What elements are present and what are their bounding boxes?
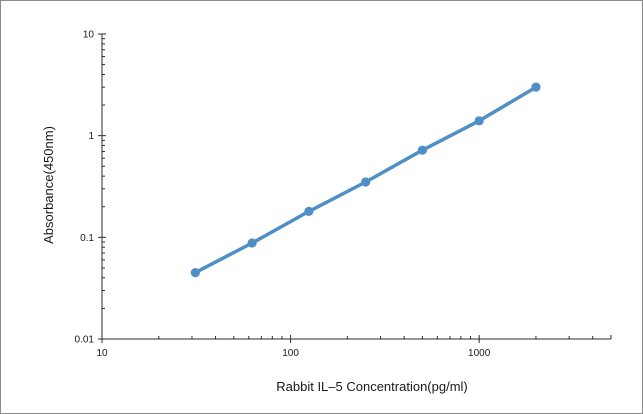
axes: 0.01 0.1 1 10 10 100 1000 <box>75 30 612 359</box>
x-axis-title: Rabbit IL–5 Concentration(pg/ml) <box>276 379 468 394</box>
y-axis-title: Absorbance(450nm) <box>41 126 56 244</box>
data-point <box>190 267 200 278</box>
series-layer <box>190 82 541 278</box>
data-point <box>361 177 371 187</box>
data-point <box>417 145 428 155</box>
y-tick-label: 1 <box>88 131 94 142</box>
y-tick-label: 0.01 <box>75 335 95 346</box>
data-point <box>304 206 314 216</box>
data-point <box>247 238 257 248</box>
x-tick-label: 10 <box>96 348 108 359</box>
x-tick-label: 1000 <box>468 348 491 359</box>
data-point <box>531 82 541 92</box>
y-tick-label: 10 <box>83 30 95 41</box>
data-point <box>474 116 484 126</box>
x-tick-label: 100 <box>282 348 299 359</box>
y-tick-label: 0.1 <box>80 233 94 244</box>
